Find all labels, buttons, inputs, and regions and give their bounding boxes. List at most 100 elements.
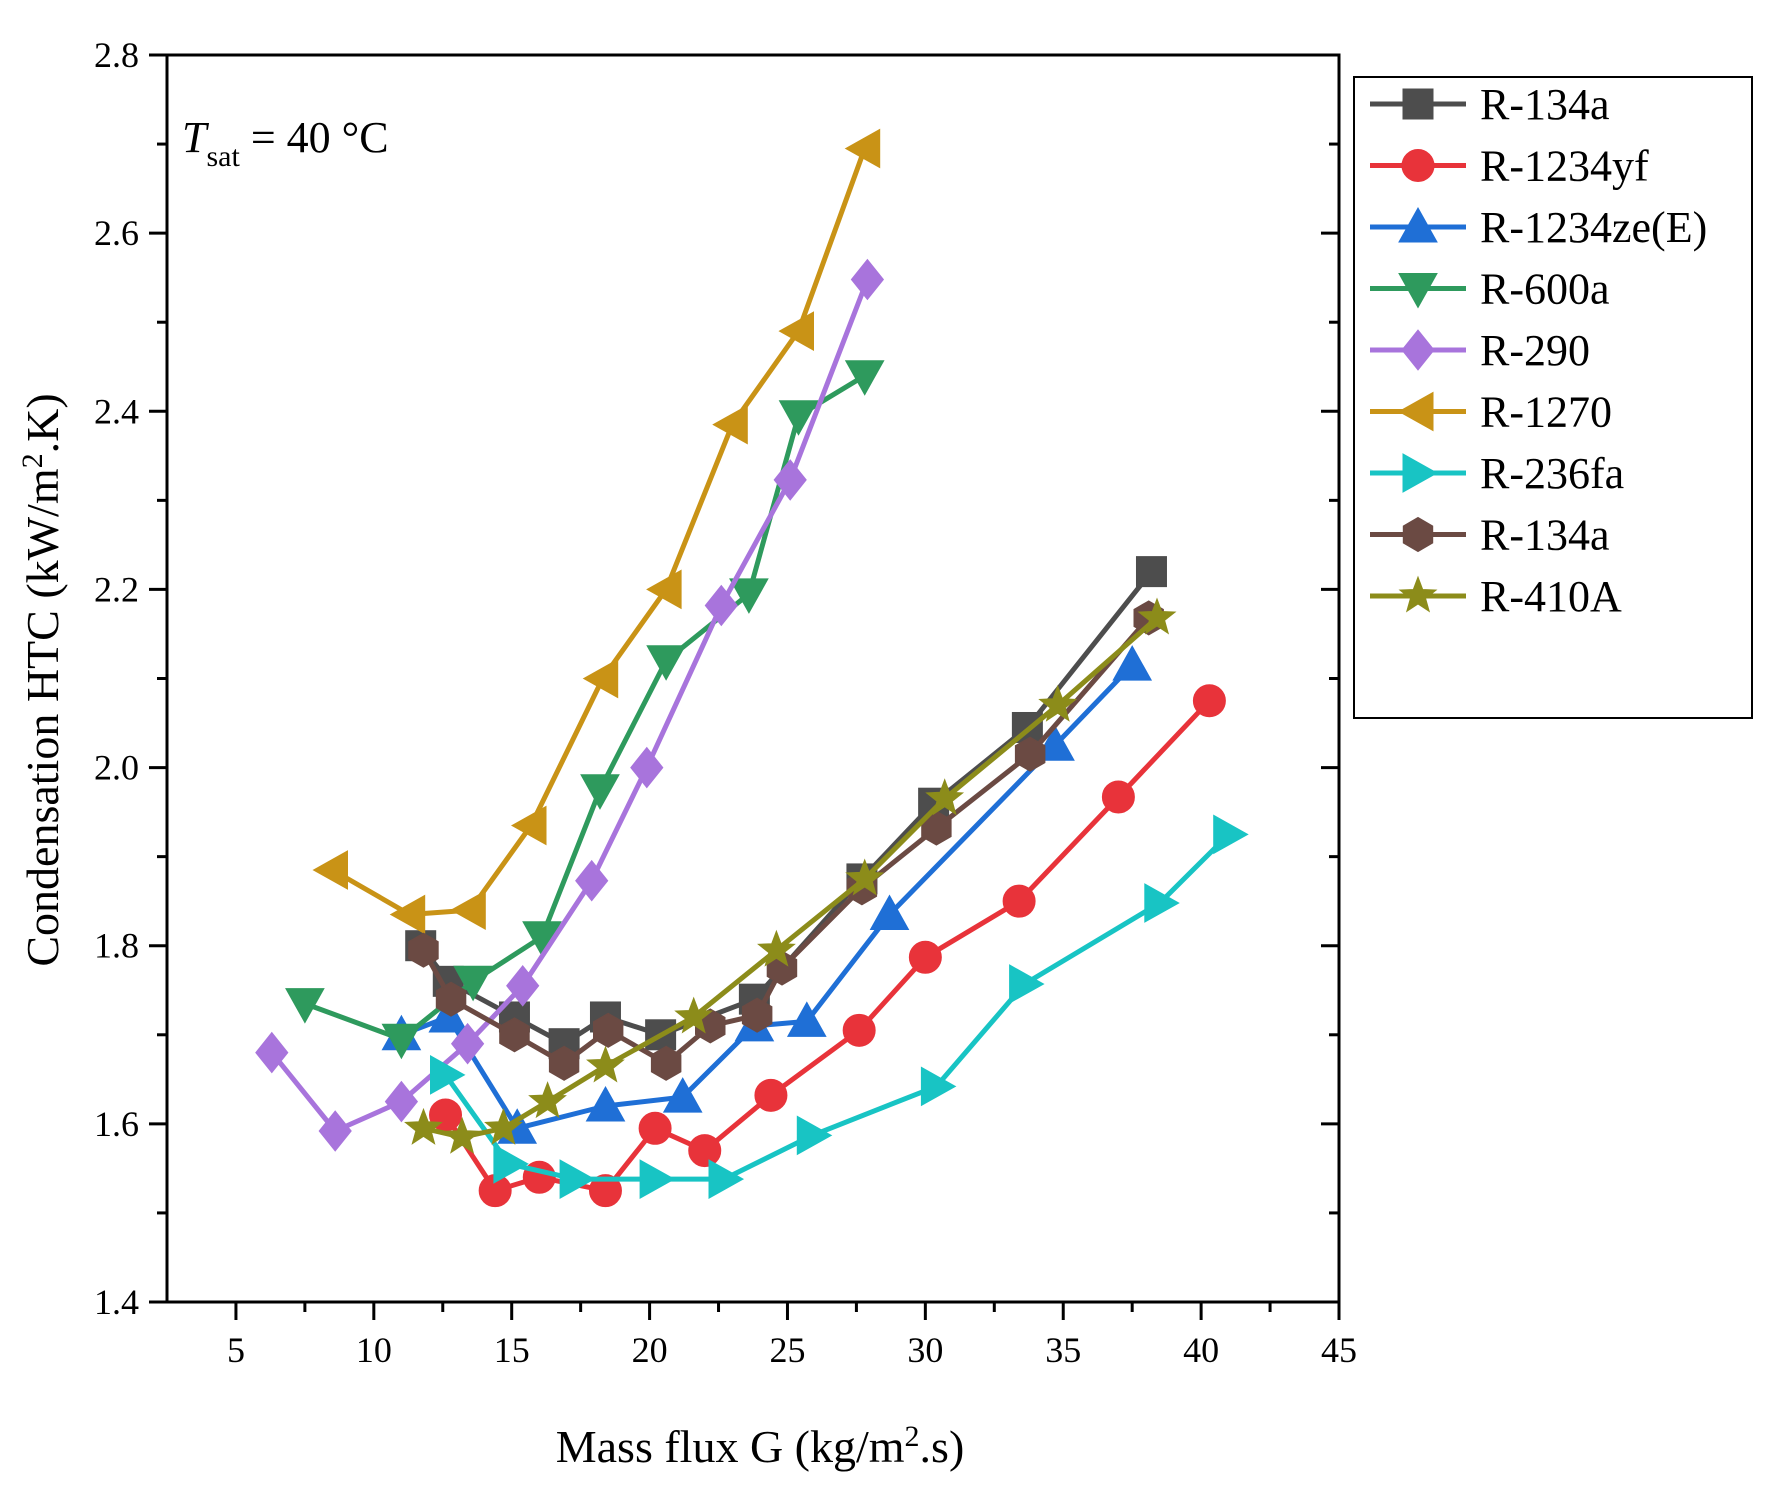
data-point bbox=[646, 569, 682, 610]
data-point bbox=[588, 1174, 622, 1208]
series-9 bbox=[404, 597, 1177, 1154]
y-tick-labels: 1.4 1.6 1.8 2.0 2.2 2.4 2.6 2.8 bbox=[94, 35, 139, 1322]
legend-label: R-410A bbox=[1480, 572, 1622, 621]
data-point bbox=[1038, 684, 1078, 722]
legend-marker bbox=[1402, 88, 1434, 120]
y-tick-label: 1.4 bbox=[94, 1282, 139, 1322]
legend-label: R-134a bbox=[1480, 80, 1610, 129]
y-tick-label: 2.2 bbox=[94, 569, 139, 609]
y-tick-label: 2.0 bbox=[94, 748, 139, 788]
data-point bbox=[442, 1116, 482, 1154]
x-tick-label: 40 bbox=[1183, 1330, 1219, 1370]
series-line bbox=[443, 832, 1231, 1182]
x-tick-labels: 5 10 15 20 25 30 35 40 45 bbox=[227, 1330, 1357, 1370]
x-tick-label: 35 bbox=[1045, 1330, 1081, 1370]
data-point bbox=[389, 894, 426, 935]
x-axis-title-prefix: Mass flux G (kg/m bbox=[556, 1421, 905, 1472]
legend-label: R-290 bbox=[1480, 326, 1590, 375]
data-point bbox=[593, 1012, 624, 1048]
y-axis-title-sup: 2 bbox=[16, 453, 49, 468]
data-point bbox=[845, 858, 885, 896]
data-point bbox=[285, 988, 325, 1024]
data-point bbox=[688, 1134, 722, 1168]
data-point bbox=[844, 128, 881, 169]
data-point bbox=[741, 997, 773, 1033]
legend-label: R-134a bbox=[1480, 511, 1610, 560]
data-point bbox=[453, 965, 493, 1002]
annotation-sub: sat bbox=[206, 140, 240, 173]
legend-label: R-1234ze(E) bbox=[1480, 203, 1707, 252]
y-tick-label: 2.6 bbox=[94, 213, 139, 253]
legend-entry: R-290 bbox=[1370, 326, 1590, 375]
data-point bbox=[484, 1107, 523, 1145]
legend-entry: R-236fa bbox=[1370, 449, 1624, 498]
data-point bbox=[408, 932, 439, 968]
data-point bbox=[381, 1023, 422, 1060]
data-point bbox=[1035, 725, 1075, 761]
x-tick-label: 25 bbox=[769, 1330, 805, 1370]
data-point bbox=[499, 1017, 530, 1053]
data-point bbox=[757, 929, 796, 967]
series-5 bbox=[255, 258, 885, 1152]
data-point bbox=[712, 404, 748, 445]
data-point bbox=[920, 1066, 957, 1107]
data-point bbox=[528, 1081, 567, 1119]
data-point bbox=[925, 778, 965, 816]
series-line bbox=[421, 616, 1151, 1066]
data-point bbox=[850, 258, 885, 301]
data-point bbox=[908, 940, 942, 974]
legend-entry: R-1234ze(E) bbox=[1370, 203, 1707, 252]
data-point bbox=[384, 1080, 419, 1123]
legend-marker bbox=[1401, 149, 1435, 182]
y-tick-label: 1.8 bbox=[94, 926, 139, 966]
data-point bbox=[729, 578, 769, 614]
data-point bbox=[786, 1001, 827, 1037]
data-point bbox=[312, 850, 348, 890]
plot-area-frame bbox=[165, 53, 1341, 1304]
data-point bbox=[650, 1045, 682, 1081]
y-tick-label: 2.8 bbox=[94, 35, 139, 75]
data-point bbox=[450, 1022, 485, 1065]
x-axis-title-suffix: .s) bbox=[920, 1421, 965, 1472]
data-point bbox=[639, 1159, 676, 1199]
legend-marker bbox=[1402, 453, 1439, 493]
x-tick-label: 5 bbox=[227, 1330, 245, 1370]
data-point bbox=[318, 1110, 352, 1152]
data-point bbox=[1144, 883, 1180, 923]
legend-marker bbox=[1397, 391, 1434, 432]
data-point bbox=[575, 859, 609, 902]
series-layer bbox=[255, 128, 1249, 1208]
data-point bbox=[1192, 684, 1226, 718]
legend-entry: R-1270 bbox=[1370, 388, 1612, 437]
x-tick-label: 10 bbox=[356, 1330, 392, 1370]
series-line bbox=[422, 616, 1159, 1140]
x-tick-label: 15 bbox=[494, 1330, 530, 1370]
legend-label: R-236fa bbox=[1480, 449, 1624, 498]
legend-marker bbox=[1398, 206, 1438, 243]
data-point bbox=[796, 1115, 833, 1156]
legend: R-134a R-1234yf R-1234ze(E) R-600a R-290 R-12… bbox=[1353, 76, 1753, 719]
data-point bbox=[662, 1077, 703, 1113]
y-axis-title: Condensation HTC (kW/m2.K) bbox=[16, 393, 68, 966]
legend-entry: R-134a bbox=[1370, 511, 1610, 560]
data-point bbox=[1014, 736, 1046, 772]
data-point bbox=[450, 890, 486, 930]
data-point bbox=[580, 774, 620, 810]
data-point bbox=[630, 746, 664, 789]
data-point bbox=[1002, 884, 1036, 918]
x-tick-label: 45 bbox=[1321, 1330, 1357, 1370]
data-point bbox=[1135, 556, 1167, 588]
data-point bbox=[638, 1111, 672, 1145]
data-point bbox=[778, 311, 814, 351]
legend-entry: R-410A bbox=[1370, 572, 1622, 621]
series-line bbox=[400, 663, 1135, 1131]
data-point bbox=[506, 964, 540, 1007]
annotation-italic: T bbox=[182, 113, 210, 162]
series-line bbox=[269, 278, 870, 1134]
legend-frame bbox=[1353, 76, 1753, 719]
data-point bbox=[674, 996, 714, 1034]
legend-marker bbox=[1398, 273, 1438, 309]
data-point bbox=[404, 1107, 443, 1145]
y-tick-label: 2.4 bbox=[94, 391, 139, 431]
saturation-temperature-annotation: Tsat = 40 °C bbox=[182, 113, 389, 173]
